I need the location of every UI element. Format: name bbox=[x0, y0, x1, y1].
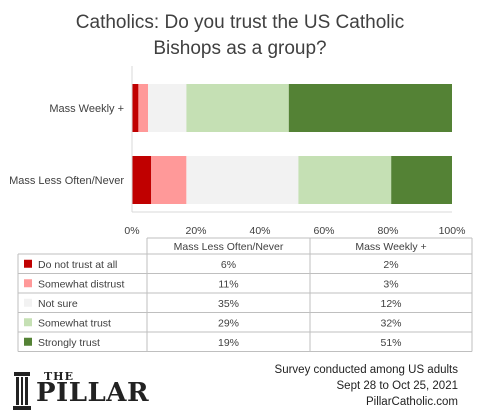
chart-title-line-1: Catholics: Do you trust the US Catholic bbox=[75, 12, 405, 33]
footnote-line-2: Sept 28 to Oct 25, 2021 bbox=[336, 380, 458, 392]
logo-the: THE bbox=[44, 370, 74, 383]
chart-title-line-2: Bishops as a group? bbox=[153, 38, 327, 59]
x-tick-label-1: 20% bbox=[185, 225, 206, 237]
bar-segment-not-sure-0 bbox=[148, 84, 187, 132]
x-tick-label-5: 100% bbox=[439, 225, 466, 237]
bar-segment-do-not-trust-at-all-0 bbox=[132, 84, 139, 132]
bar-segment-strongly-trust-0 bbox=[288, 84, 452, 132]
table-value-1-0: 11% bbox=[218, 278, 238, 290]
legend-label-2: Not sure bbox=[38, 298, 78, 310]
table-value-3-0: 29% bbox=[218, 317, 239, 329]
table-value-4-1: 51% bbox=[380, 337, 401, 349]
legend-swatch-1 bbox=[24, 279, 32, 288]
x-tick-label-2: 40% bbox=[249, 225, 270, 237]
legend-label-0: Do not trust at all bbox=[38, 259, 117, 271]
bar-segment-somewhat-trust-0 bbox=[186, 84, 289, 132]
legend-swatch-2 bbox=[24, 298, 32, 307]
legend-label-3: Somewhat trust bbox=[38, 317, 111, 329]
x-tick-label-3: 60% bbox=[313, 225, 334, 237]
category-label-0: Mass Weekly + bbox=[49, 103, 124, 115]
category-label-1: Mass Less Often/Never bbox=[9, 175, 124, 187]
chart-title: Catholics: Do you trust the US Catholic … bbox=[0, 10, 480, 62]
table-value-1-1: 3% bbox=[383, 278, 398, 290]
bar-segment-strongly-trust-1 bbox=[391, 156, 452, 204]
legend-label-4: Strongly trust bbox=[38, 337, 100, 349]
table-value-0-0: 6% bbox=[221, 259, 236, 271]
bar-segment-do-not-trust-at-all-1 bbox=[132, 156, 152, 204]
logo-name: PILLAR bbox=[36, 378, 150, 408]
footnote-line-3: PillarCatholic.com bbox=[365, 396, 458, 408]
table-header-1: Mass Weekly + bbox=[355, 241, 426, 253]
legend-swatch-3 bbox=[24, 318, 32, 327]
table-header-0: Mass Less Often/Never bbox=[174, 241, 284, 253]
table-value-2-1: 12% bbox=[380, 298, 401, 310]
column-icon bbox=[13, 372, 31, 410]
footnote-line-1: Survey conducted among US adults bbox=[274, 364, 458, 376]
legend-swatch-0 bbox=[24, 259, 32, 268]
bar-segment-somewhat-distrust-0 bbox=[138, 84, 148, 132]
x-tick-label-0: 0% bbox=[124, 225, 139, 237]
table-value-2-0: 35% bbox=[218, 298, 239, 310]
bar-segment-not-sure-1 bbox=[186, 156, 299, 204]
table-value-3-1: 32% bbox=[380, 317, 401, 329]
legend-label-1: Somewhat distrust bbox=[38, 278, 124, 290]
table-value-0-1: 2% bbox=[383, 259, 398, 271]
x-tick-label-4: 80% bbox=[377, 225, 398, 237]
pillar-logo: THE PILLAR bbox=[10, 368, 150, 414]
table-value-4-0: 19% bbox=[218, 337, 239, 349]
legend-swatch-4 bbox=[24, 337, 32, 346]
survey-footnote: Survey conducted among US adults Sept 28… bbox=[275, 362, 458, 410]
bar-segment-somewhat-distrust-1 bbox=[151, 156, 187, 204]
bar-segment-somewhat-trust-1 bbox=[298, 156, 392, 204]
